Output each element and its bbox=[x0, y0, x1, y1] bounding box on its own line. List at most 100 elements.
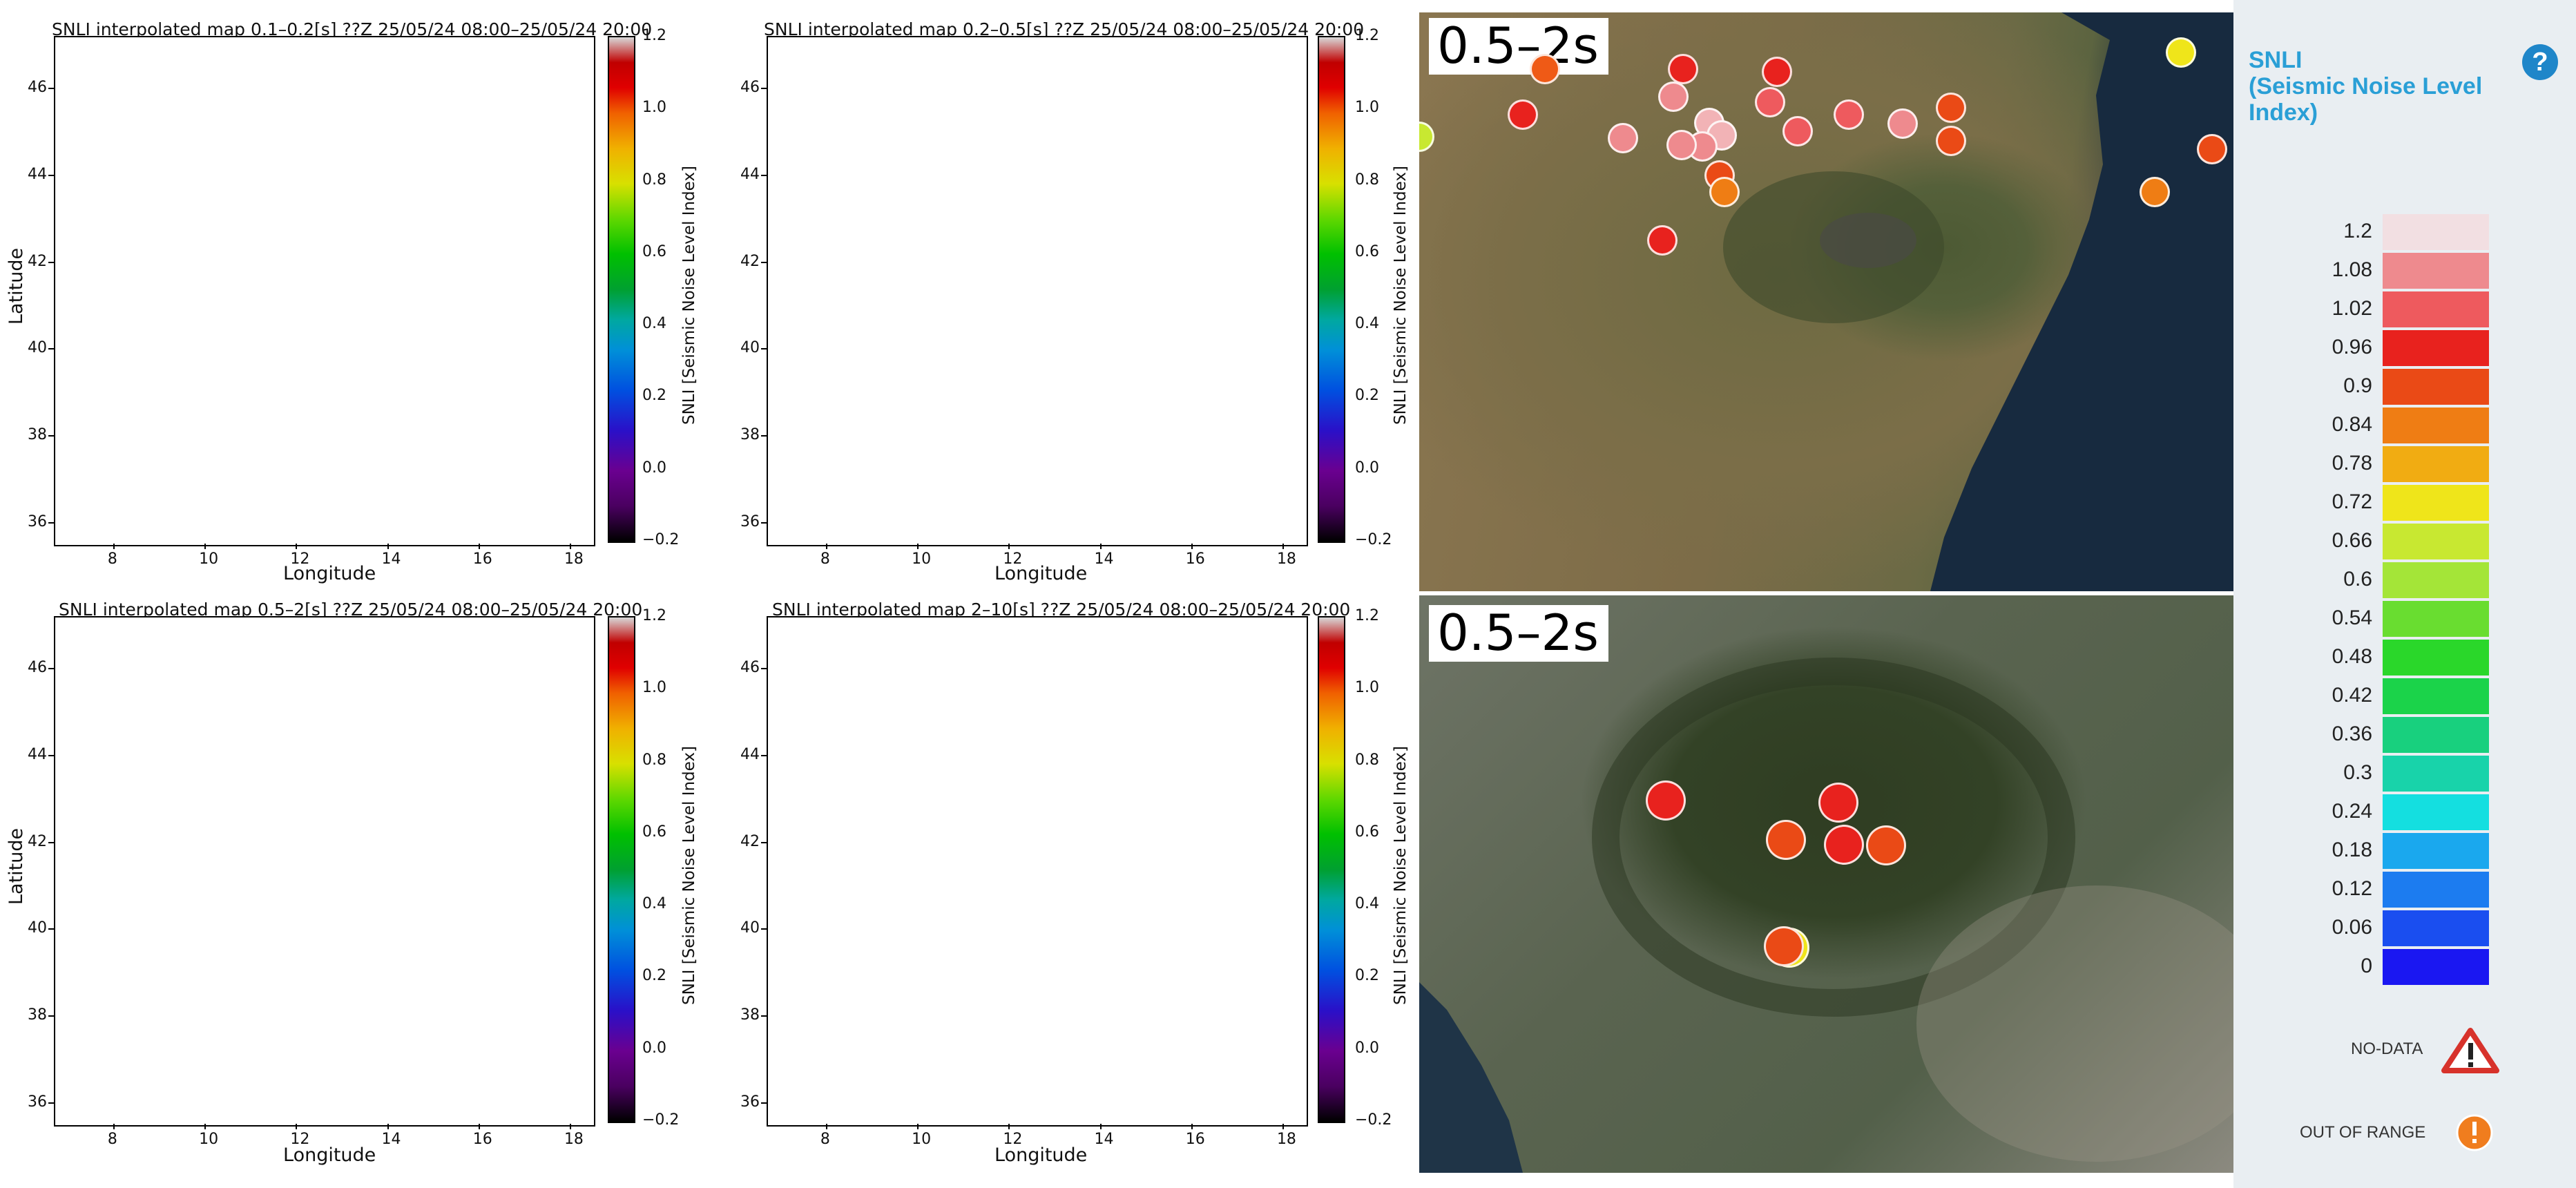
y-tick-mark bbox=[761, 928, 767, 930]
legend-value: 0.78 bbox=[2332, 452, 2372, 475]
colorbar-tick-label: −0.2 bbox=[1355, 1111, 1392, 1129]
station-marker[interactable] bbox=[1818, 783, 1858, 823]
x-tick-mark bbox=[478, 544, 480, 549]
heat-field bbox=[93, 51, 570, 542]
legend-swatch bbox=[2383, 485, 2489, 521]
heat-blob bbox=[138, 93, 304, 258]
station-marker[interactable] bbox=[1824, 825, 1864, 865]
station-marker[interactable] bbox=[1530, 54, 1560, 84]
x-tick-label: 8 bbox=[107, 1131, 117, 1148]
heat-blob bbox=[318, 1046, 401, 1122]
x-tick-mark bbox=[204, 1124, 206, 1129]
station-marker[interactable] bbox=[1782, 116, 1813, 146]
station-marker[interactable] bbox=[1608, 123, 1638, 153]
x-tick-label: 8 bbox=[107, 550, 117, 568]
heatmap-3 bbox=[93, 631, 570, 1122]
y-tick-label: 46 bbox=[740, 79, 760, 97]
y-tick-mark bbox=[48, 1015, 54, 1017]
station-marker[interactable] bbox=[1709, 177, 1740, 207]
legend-value: 0.18 bbox=[2332, 839, 2372, 861]
station-marker[interactable] bbox=[1766, 820, 1806, 860]
station-marker[interactable] bbox=[2197, 134, 2227, 164]
station-marker[interactable] bbox=[1887, 108, 1918, 139]
station-marker[interactable] bbox=[1762, 57, 1792, 87]
station-marker[interactable] bbox=[1936, 126, 1966, 156]
y-tick-label: 40 bbox=[28, 919, 47, 937]
y-tick-label: 36 bbox=[28, 512, 47, 530]
station-marker[interactable] bbox=[1764, 926, 1804, 966]
station-marker[interactable] bbox=[1668, 54, 1698, 84]
x-axis-label-4: Longitude bbox=[994, 1144, 1088, 1166]
y-tick-label: 38 bbox=[740, 1006, 760, 1024]
station-marker[interactable] bbox=[1647, 225, 1678, 256]
heat-blob bbox=[1072, 293, 1113, 334]
y-tick-label: 42 bbox=[740, 832, 760, 850]
legend-title-line-1: SNLI bbox=[2249, 47, 2303, 73]
heat-blob bbox=[1051, 866, 1134, 949]
station-marker[interactable] bbox=[1658, 82, 1689, 112]
station-marker[interactable] bbox=[1646, 780, 1686, 821]
legend-value: 0.66 bbox=[2332, 529, 2372, 552]
heat-blob bbox=[152, 51, 318, 196]
help-icon[interactable]: ? bbox=[2522, 44, 2558, 80]
station-marker[interactable] bbox=[1508, 99, 1538, 130]
y-tick-mark bbox=[761, 261, 767, 263]
station-marker[interactable] bbox=[2140, 177, 2170, 207]
x-tick-label: 18 bbox=[564, 1131, 584, 1148]
heat-blob bbox=[1113, 479, 1196, 542]
legend-swatch bbox=[2383, 524, 2489, 559]
colorbar-3 bbox=[608, 616, 635, 1123]
y-tick-mark bbox=[48, 1102, 54, 1104]
colorbar-tick-label: 0.0 bbox=[1355, 459, 1379, 477]
y-tick-mark bbox=[761, 668, 767, 670]
y-tick-mark bbox=[761, 434, 767, 437]
heat-blob bbox=[93, 659, 200, 769]
station-marker[interactable] bbox=[1666, 130, 1697, 160]
legend-swatch bbox=[2383, 369, 2489, 405]
colorbar-tick-label: 0.6 bbox=[1355, 823, 1379, 841]
x-tick-label: 8 bbox=[820, 550, 830, 568]
y-tick-mark bbox=[48, 928, 54, 930]
station-marker[interactable] bbox=[1755, 87, 1785, 117]
heatmap-plot-4 bbox=[767, 616, 1308, 1127]
y-tick-mark bbox=[761, 1102, 767, 1104]
x-axis-label-1: Longitude bbox=[283, 563, 376, 584]
colorbar-1 bbox=[608, 36, 635, 543]
colorbar-tick-label: 0.2 bbox=[1355, 387, 1379, 405]
station-marker[interactable] bbox=[1866, 825, 1906, 865]
colorbar-tick-label: 0.2 bbox=[642, 967, 666, 985]
etna-satellite-map[interactable]: 0.5–2s bbox=[1419, 12, 2233, 591]
heatmap-4 bbox=[806, 631, 1282, 1122]
station-marker[interactable] bbox=[1834, 99, 1864, 130]
heat-blob bbox=[256, 245, 311, 300]
colorbar-tick-label: 1.2 bbox=[1355, 27, 1379, 44]
y-axis-label-1: Latitude bbox=[6, 247, 27, 325]
station-marker[interactable] bbox=[2166, 37, 2196, 68]
vesuvius-satellite-map[interactable]: 0.5–2s bbox=[1419, 595, 2233, 1173]
heat-blob bbox=[235, 65, 290, 120]
legend-value: 0.48 bbox=[2332, 645, 2372, 668]
colorbar-tick-label: 1.0 bbox=[642, 99, 666, 117]
heat-blob bbox=[1010, 811, 1079, 880]
heat-blob bbox=[806, 86, 906, 196]
legend-value: 0.6 bbox=[2343, 568, 2372, 591]
heat-blob bbox=[878, 638, 1003, 763]
vesuvius-terrain bbox=[1419, 658, 2233, 1173]
map-label-etna: 0.5–2s bbox=[1429, 18, 1608, 75]
x-tick-mark bbox=[1008, 1124, 1010, 1129]
x-tick-label: 12 bbox=[1003, 550, 1023, 568]
station-marker[interactable] bbox=[1936, 93, 1966, 123]
y-tick-label: 36 bbox=[28, 1093, 47, 1111]
etna-terrain bbox=[1723, 12, 2233, 591]
colorbar-tick-label: 0.4 bbox=[642, 315, 666, 333]
heat-blob bbox=[1113, 880, 1196, 963]
heat-blob bbox=[97, 79, 221, 203]
legend-swatch bbox=[2383, 446, 2489, 482]
heat-blob bbox=[394, 1046, 490, 1122]
colorbar-tick-label: 1.2 bbox=[642, 27, 666, 44]
no-data-label: NO-DATA bbox=[2351, 1040, 2423, 1058]
x-tick-mark bbox=[296, 1124, 298, 1129]
colorbar-tick-label: 1.2 bbox=[1355, 607, 1379, 624]
station-marker[interactable] bbox=[1704, 160, 1735, 191]
heat-field bbox=[806, 51, 1282, 542]
